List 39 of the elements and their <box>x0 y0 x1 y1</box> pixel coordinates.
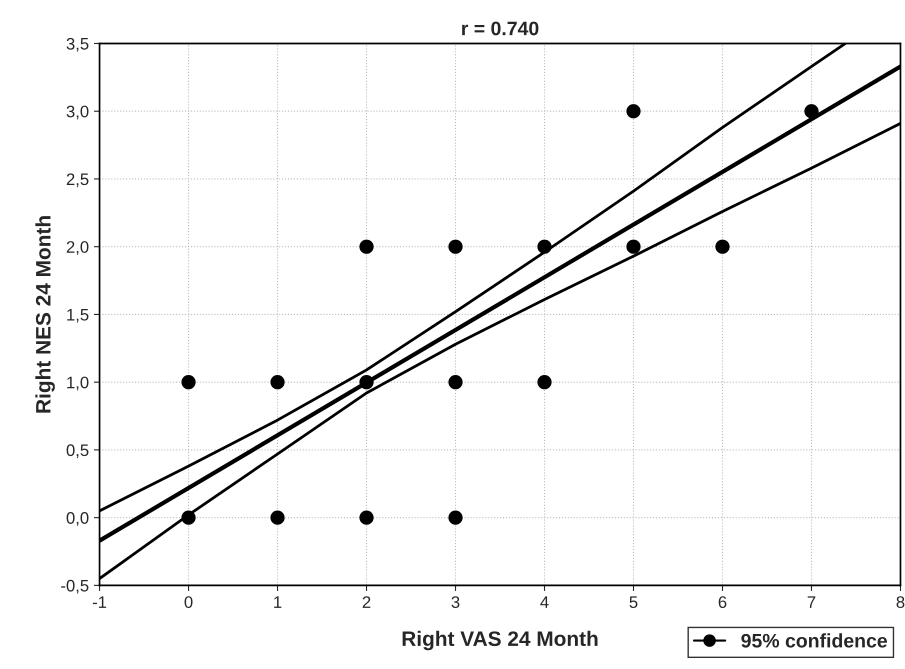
y-tick-label: 1,0 <box>67 376 88 390</box>
x-tick-label: 0 <box>184 596 193 608</box>
x-tick-label: 7 <box>808 596 816 608</box>
point <box>359 240 374 254</box>
x-tick-label: 3 <box>452 596 460 608</box>
point <box>448 510 463 525</box>
y-tick-label: 2,5 <box>66 173 88 188</box>
point <box>537 240 552 254</box>
point <box>270 510 285 525</box>
x-tick-label: 1 <box>274 596 282 608</box>
y-tick-label: 1,5 <box>67 309 88 323</box>
y-tick-label: 0,5 <box>66 444 88 458</box>
y-axis-title: Right NES 24 Month <box>35 216 55 413</box>
legend-label: 95% confidence <box>741 633 887 648</box>
y-tick-label: 3,5 <box>66 38 88 52</box>
x-tick-label: -1 <box>92 596 106 608</box>
point <box>448 375 463 390</box>
x-tick-label: 4 <box>540 596 549 608</box>
point <box>715 240 730 254</box>
point <box>537 375 552 390</box>
y-tick-label: 0,0 <box>66 512 88 526</box>
y-tick-label: 2,0 <box>66 241 88 255</box>
chart-title: r = 0.740 <box>462 22 538 36</box>
x-axis-title: Right VAS 24 Month <box>402 630 598 650</box>
point <box>804 104 819 118</box>
point <box>448 240 463 254</box>
point <box>359 375 374 390</box>
y-tick-label: 3,0 <box>66 106 88 120</box>
point <box>181 510 196 525</box>
point <box>359 510 374 525</box>
x-tick-label: 8 <box>896 596 904 608</box>
x-tick-label: 5 <box>630 596 638 608</box>
point <box>626 240 641 254</box>
x-tick-label: 2 <box>362 596 370 608</box>
point <box>181 375 196 390</box>
point <box>270 375 285 390</box>
point <box>626 104 641 118</box>
x-tick-label: 6 <box>718 596 726 608</box>
y-tick-label: -0,5 <box>61 580 88 594</box>
